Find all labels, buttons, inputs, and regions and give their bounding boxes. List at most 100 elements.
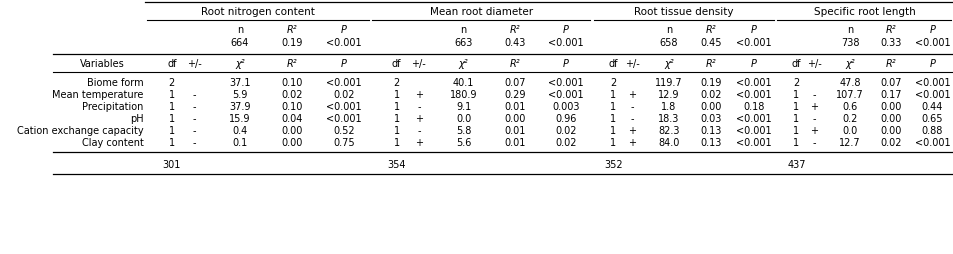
Text: 1: 1: [793, 102, 799, 112]
Text: 0.02: 0.02: [555, 137, 576, 147]
Text: R²: R²: [885, 25, 896, 35]
Text: +: +: [809, 125, 818, 135]
Text: 0.00: 0.00: [281, 137, 302, 147]
Text: 119.7: 119.7: [655, 78, 682, 88]
Text: -: -: [193, 114, 196, 123]
Text: <0.001: <0.001: [736, 38, 771, 48]
Text: -: -: [416, 102, 420, 112]
Text: 0.13: 0.13: [700, 125, 721, 135]
Text: 1: 1: [393, 125, 399, 135]
Text: 0.04: 0.04: [281, 114, 302, 123]
Text: df: df: [167, 59, 176, 69]
Text: <0.001: <0.001: [326, 38, 361, 48]
Text: 0.18: 0.18: [742, 102, 763, 112]
Text: -: -: [193, 125, 196, 135]
Text: 1: 1: [610, 137, 616, 147]
Text: P: P: [750, 59, 756, 69]
Text: 0.45: 0.45: [700, 38, 721, 48]
Text: <0.001: <0.001: [736, 137, 771, 147]
Text: +: +: [415, 90, 422, 100]
Text: 40.1: 40.1: [453, 78, 474, 88]
Text: 1: 1: [793, 125, 799, 135]
Text: P: P: [928, 25, 934, 35]
Text: 0.03: 0.03: [700, 114, 721, 123]
Text: P: P: [340, 25, 347, 35]
Text: n: n: [236, 25, 243, 35]
Text: 9.1: 9.1: [456, 102, 471, 112]
Text: 18.3: 18.3: [658, 114, 679, 123]
Text: <0.001: <0.001: [326, 78, 361, 88]
Text: 0.02: 0.02: [281, 90, 302, 100]
Text: +/-: +/-: [411, 59, 426, 69]
Text: <0.001: <0.001: [914, 78, 949, 88]
Text: 437: 437: [786, 159, 804, 169]
Text: 301: 301: [162, 159, 181, 169]
Text: 352: 352: [603, 159, 622, 169]
Text: 37.1: 37.1: [229, 78, 251, 88]
Text: 0.0: 0.0: [456, 114, 471, 123]
Text: 0.43: 0.43: [503, 38, 525, 48]
Text: 5.6: 5.6: [456, 137, 471, 147]
Text: 0.52: 0.52: [333, 125, 355, 135]
Text: df: df: [608, 59, 618, 69]
Text: 180.9: 180.9: [449, 90, 476, 100]
Text: 1: 1: [169, 102, 174, 112]
Text: 0.19: 0.19: [281, 38, 302, 48]
Text: 658: 658: [659, 38, 678, 48]
Text: 664: 664: [231, 38, 249, 48]
Text: -: -: [630, 102, 633, 112]
Text: 1: 1: [793, 114, 799, 123]
Text: n: n: [460, 25, 466, 35]
Text: 0.75: 0.75: [333, 137, 355, 147]
Text: Biome form: Biome form: [87, 78, 143, 88]
Text: 0.02: 0.02: [880, 137, 902, 147]
Text: R²: R²: [509, 25, 519, 35]
Text: 1: 1: [169, 114, 174, 123]
Text: Mean temperature: Mean temperature: [52, 90, 143, 100]
Text: 37.9: 37.9: [229, 102, 251, 112]
Text: n: n: [846, 25, 852, 35]
Text: 0.00: 0.00: [281, 125, 302, 135]
Text: 1: 1: [393, 102, 399, 112]
Text: -: -: [812, 90, 815, 100]
Text: 1: 1: [610, 102, 616, 112]
Text: 5.8: 5.8: [456, 125, 471, 135]
Text: <0.001: <0.001: [736, 114, 771, 123]
Text: 0.65: 0.65: [921, 114, 943, 123]
Text: -: -: [193, 90, 196, 100]
Text: χ²: χ²: [844, 59, 854, 69]
Text: <0.001: <0.001: [736, 90, 771, 100]
Text: 0.2: 0.2: [841, 114, 857, 123]
Text: 84.0: 84.0: [658, 137, 679, 147]
Text: 0.07: 0.07: [880, 78, 902, 88]
Text: 738: 738: [840, 38, 859, 48]
Text: 1: 1: [393, 90, 399, 100]
Text: 1: 1: [393, 114, 399, 123]
Text: Clay content: Clay content: [81, 137, 143, 147]
Text: <0.001: <0.001: [914, 137, 949, 147]
Text: Root tissue density: Root tissue density: [633, 7, 733, 17]
Text: <0.001: <0.001: [326, 114, 361, 123]
Text: <0.001: <0.001: [736, 125, 771, 135]
Text: 0.1: 0.1: [232, 137, 247, 147]
Text: 0.01: 0.01: [503, 125, 525, 135]
Text: 2: 2: [393, 78, 399, 88]
Text: 1: 1: [793, 137, 799, 147]
Text: Variables: Variables: [80, 59, 125, 69]
Text: R²: R²: [705, 25, 716, 35]
Text: P: P: [750, 25, 756, 35]
Text: n: n: [665, 25, 672, 35]
Text: +: +: [627, 90, 636, 100]
Text: <0.001: <0.001: [914, 90, 949, 100]
Text: 107.7: 107.7: [836, 90, 863, 100]
Text: +: +: [627, 137, 636, 147]
Text: 0.88: 0.88: [921, 125, 943, 135]
Text: 1: 1: [793, 90, 799, 100]
Text: χ²: χ²: [234, 59, 245, 69]
Text: <0.001: <0.001: [914, 38, 949, 48]
Text: +: +: [415, 114, 422, 123]
Text: 0.00: 0.00: [503, 114, 525, 123]
Text: 354: 354: [387, 159, 405, 169]
Text: +/-: +/-: [187, 59, 202, 69]
Text: 2: 2: [792, 78, 799, 88]
